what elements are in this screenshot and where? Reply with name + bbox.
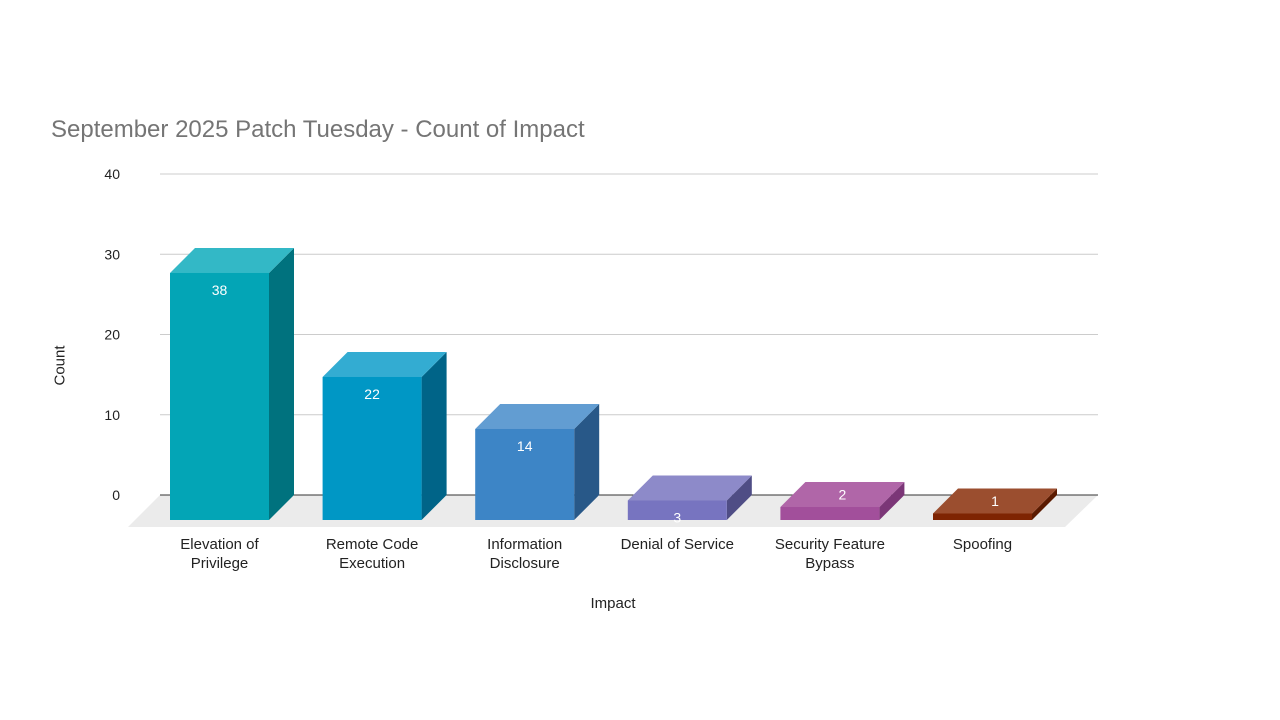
y-tick-label: 40 [104, 166, 120, 182]
y-tick-label: 0 [112, 487, 120, 503]
data-label: 14 [517, 438, 533, 454]
bar [170, 272, 269, 520]
x-tick-label: Security Feature [775, 536, 885, 553]
x-tick-label: Disclosure [490, 555, 560, 572]
bar [475, 428, 575, 520]
bar-top [780, 481, 905, 507]
bar-side [1032, 488, 1057, 520]
bar [933, 513, 1032, 520]
data-label: 22 [364, 386, 380, 402]
bar [627, 500, 727, 520]
chart-title: September 2025 Patch Tuesday - Count of … [51, 116, 585, 143]
y-tick-label: 10 [104, 407, 120, 423]
data-label: 2 [839, 486, 847, 502]
x-axis-label: Impact [590, 595, 636, 612]
x-tick-label: Privilege [191, 555, 249, 572]
bar-side [879, 481, 905, 520]
y-tick-label: 20 [104, 327, 120, 343]
bar-top [475, 403, 600, 429]
bar-top [322, 351, 447, 377]
x-tick-label: Bypass [805, 555, 854, 572]
x-tick-label: Spoofing [953, 536, 1012, 553]
bar-side [269, 247, 294, 521]
bar-side [726, 475, 752, 520]
x-tick-label: Execution [339, 555, 405, 572]
x-tick-label: Remote Code [326, 536, 419, 553]
y-tick-label: 30 [104, 246, 120, 262]
x-tick-label: Information [487, 536, 562, 553]
bar-side [421, 351, 447, 520]
data-label: 38 [212, 282, 228, 298]
bar [780, 506, 880, 520]
bar-top [627, 475, 752, 501]
data-label: 3 [673, 509, 681, 525]
bar [322, 376, 422, 520]
x-tick-label: Denial of Service [621, 536, 734, 553]
bar-side [574, 403, 600, 520]
x-tick-label: Elevation of [180, 536, 259, 553]
data-label: 1 [991, 493, 999, 509]
bar-top [170, 247, 294, 273]
bar-top [933, 488, 1057, 514]
